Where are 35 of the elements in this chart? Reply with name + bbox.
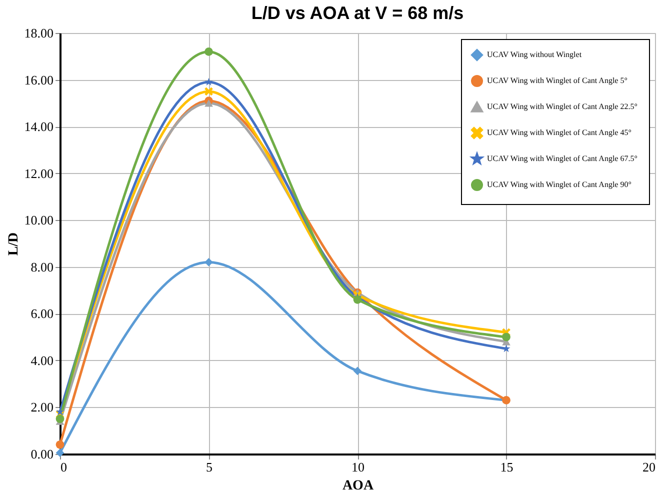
point [204, 48, 213, 56]
legend-label: UCAV Wing with Winglet of Cant Angle 45° [487, 128, 632, 137]
x-tick-label: 5 [206, 460, 212, 474]
x-tick-label: 20 [642, 460, 656, 474]
y-tick-label: 12.00 [24, 166, 54, 181]
legend-label: UCAV Wing without Winglet [487, 50, 582, 59]
x-tick-label: 0 [60, 460, 67, 474]
point [353, 295, 362, 304]
point [56, 408, 64, 416]
point [204, 78, 213, 86]
y-tick-label: 14.00 [24, 119, 54, 134]
y-tick-label: 2.00 [30, 400, 54, 415]
y-tick-label: 4.00 [30, 352, 54, 368]
point [204, 100, 213, 107]
x-tick-label: 10 [352, 460, 364, 474]
y-tick-label: 18.00 [24, 26, 54, 40]
y-tick-label: 10.00 [24, 212, 54, 228]
point [204, 258, 213, 266]
y-tick-label: 8.00 [30, 259, 54, 274]
point [56, 440, 64, 449]
y-axis-title: L/D [6, 232, 22, 256]
y-tick-label: 0.00 [30, 446, 54, 462]
legend-label: UCAV Wing with Winglet of Cant Angle 90° [487, 180, 632, 189]
point [353, 366, 362, 376]
y-tick-label: 16.00 [24, 72, 54, 88]
legend-label: UCAV Wing with Winglet of Cant Angle 22.5° [487, 102, 638, 111]
x-axis-title: AOA [342, 478, 374, 494]
y-tick-label: 6.00 [30, 306, 54, 322]
x-tick-label: 15 [500, 460, 514, 474]
point [502, 332, 510, 342]
legend-label: UCAV Wing with Winglet of Cant Angle 67.5° [487, 154, 638, 163]
legend-label: UCAV Wing with Winglet of Cant Angle 5° [487, 76, 628, 85]
chart-title: L/D vs AOA at V = 68 m/s [251, 3, 464, 23]
point [56, 414, 64, 424]
point [56, 448, 64, 458]
